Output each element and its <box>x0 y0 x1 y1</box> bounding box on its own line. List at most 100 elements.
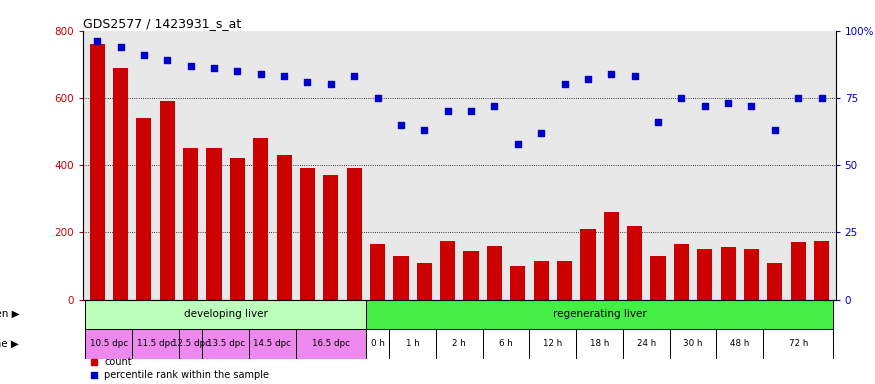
Point <box>114 44 128 50</box>
Text: percentile rank within the sample: percentile rank within the sample <box>104 370 270 380</box>
Point <box>557 81 571 88</box>
Bar <box>510 266 525 300</box>
Text: 1 h: 1 h <box>406 339 419 348</box>
Point <box>464 108 478 114</box>
Bar <box>370 244 385 300</box>
Bar <box>113 68 128 300</box>
Bar <box>557 261 572 300</box>
Point <box>511 141 525 147</box>
Point <box>277 73 291 79</box>
Bar <box>464 251 479 300</box>
Bar <box>529 329 577 359</box>
Bar <box>206 148 221 300</box>
Text: 10.5 dpc: 10.5 dpc <box>90 339 128 348</box>
Text: 0 h: 0 h <box>371 339 384 348</box>
Point <box>324 81 338 88</box>
Bar <box>763 329 833 359</box>
Text: 30 h: 30 h <box>683 339 703 348</box>
Text: developing liver: developing liver <box>184 309 268 319</box>
Bar <box>389 329 436 359</box>
Text: 24 h: 24 h <box>637 339 656 348</box>
Bar <box>814 241 829 300</box>
Bar <box>604 212 619 300</box>
Text: 72 h: 72 h <box>788 339 808 348</box>
Point <box>815 95 829 101</box>
Bar <box>650 256 666 300</box>
Bar <box>483 329 529 359</box>
Bar <box>436 329 483 359</box>
Point <box>605 71 619 77</box>
Point <box>487 103 501 109</box>
Point <box>394 122 408 128</box>
Bar <box>717 329 763 359</box>
Point <box>675 95 689 101</box>
Bar <box>697 249 712 300</box>
Bar <box>627 226 642 300</box>
Bar <box>577 329 623 359</box>
Bar <box>487 246 502 300</box>
Point <box>417 127 431 133</box>
Point <box>627 73 641 79</box>
Bar <box>300 169 315 300</box>
Bar <box>534 261 549 300</box>
Bar <box>623 329 669 359</box>
Point <box>791 95 805 101</box>
Text: 14.5 dpc: 14.5 dpc <box>254 339 291 348</box>
Point <box>534 130 548 136</box>
Bar <box>720 247 736 300</box>
Bar <box>202 329 249 359</box>
Bar <box>183 148 199 300</box>
Bar <box>669 329 717 359</box>
Bar <box>394 256 409 300</box>
Bar <box>744 249 760 300</box>
Bar <box>230 158 245 300</box>
Point <box>768 127 782 133</box>
Text: GDS2577 / 1423931_s_at: GDS2577 / 1423931_s_at <box>83 17 242 30</box>
Point <box>300 79 314 85</box>
Point <box>184 63 198 69</box>
Text: count: count <box>104 357 132 367</box>
Text: 2 h: 2 h <box>452 339 466 348</box>
Bar <box>440 241 455 300</box>
Point <box>581 76 595 82</box>
Bar <box>132 329 179 359</box>
Point <box>441 108 455 114</box>
Text: 13.5 dpc: 13.5 dpc <box>206 339 245 348</box>
Bar <box>276 155 291 300</box>
Text: 12 h: 12 h <box>543 339 563 348</box>
Bar <box>416 263 432 300</box>
Text: time ▶: time ▶ <box>0 339 19 349</box>
Text: 18 h: 18 h <box>590 339 609 348</box>
Point <box>88 372 102 378</box>
Point <box>88 359 102 365</box>
Bar <box>159 101 175 300</box>
Point <box>254 71 268 77</box>
Point <box>230 68 244 74</box>
Bar <box>86 300 366 329</box>
Point <box>371 95 385 101</box>
Text: 11.5 dpc: 11.5 dpc <box>136 339 175 348</box>
Bar <box>791 242 806 300</box>
Bar <box>296 329 366 359</box>
Point <box>721 100 735 106</box>
Point <box>207 65 221 71</box>
Bar <box>89 44 105 300</box>
Text: regenerating liver: regenerating liver <box>553 309 647 319</box>
Bar <box>179 329 202 359</box>
Bar <box>346 169 361 300</box>
Point <box>160 57 174 63</box>
Bar <box>366 300 833 329</box>
Bar <box>249 329 296 359</box>
Bar <box>580 229 596 300</box>
Bar <box>674 244 689 300</box>
Point <box>136 52 150 58</box>
Point <box>90 38 104 45</box>
Bar <box>767 263 782 300</box>
Point <box>745 103 759 109</box>
Bar <box>366 329 389 359</box>
Point <box>697 103 711 109</box>
Bar <box>253 138 269 300</box>
Bar <box>323 175 339 300</box>
Bar <box>136 118 151 300</box>
Point <box>347 73 361 79</box>
